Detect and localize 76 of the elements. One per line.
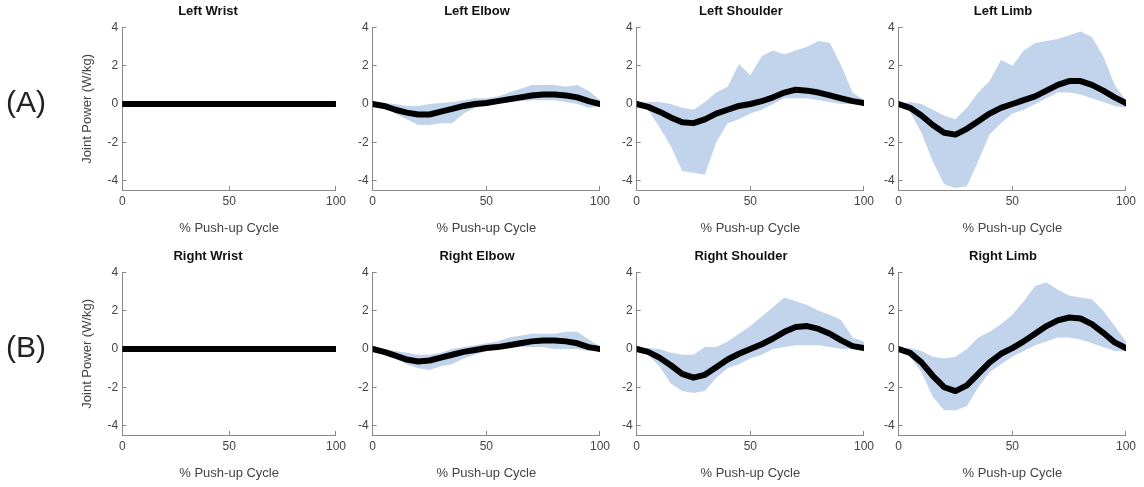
y-tick-label: 2 <box>625 58 633 73</box>
x-tick-label: 100 <box>1115 193 1137 208</box>
x-tick-label: 50 <box>1005 438 1020 453</box>
x-tick-label: 50 <box>222 193 237 208</box>
chart-title: Right Wrist <box>173 248 244 264</box>
y-tick-label: 0 <box>887 341 895 356</box>
x-tick-label: 50 <box>479 193 494 208</box>
text: (A) <box>5 84 47 119</box>
y-tick-label: 4 <box>887 19 895 34</box>
x-tick-label: 50 <box>222 438 237 453</box>
y-tick-label: 4 <box>625 264 633 279</box>
x-axis-title: % Push-up Cycle <box>436 219 537 235</box>
x-axis-title: % Push-up Cycle <box>962 219 1063 235</box>
x-tick-label: 50 <box>479 438 494 453</box>
y-axis-title: Joint Power (W/kg) <box>79 53 95 164</box>
x-tick-label: 100 <box>1115 438 1137 453</box>
x-tick-label: 100 <box>325 193 347 208</box>
x-axis-title: % Push-up Cycle <box>179 219 279 235</box>
y-tick-label: -2 <box>884 134 895 149</box>
y-tick-label: 2 <box>887 58 895 73</box>
y-tick-label: -2 <box>622 134 633 149</box>
y-tick-label: -4 <box>358 172 369 187</box>
y-tick-label: 4 <box>361 264 369 279</box>
x-tick-label: 100 <box>589 193 611 208</box>
chart-title: Right Elbow <box>439 248 516 264</box>
chart-title: Left Shoulder <box>699 3 783 19</box>
y-tick-label: 2 <box>111 303 119 318</box>
y-tick-label: 4 <box>625 19 633 34</box>
chart-title: Left Wrist <box>178 3 239 19</box>
y-tick-label: 2 <box>361 303 369 318</box>
y-tick-label: -2 <box>358 379 369 394</box>
y-tick-label: -4 <box>107 172 119 187</box>
x-tick-label: 100 <box>325 438 347 453</box>
y-tick-label: 0 <box>111 341 119 356</box>
x-tick-label: 50 <box>743 438 758 453</box>
y-tick-label: 0 <box>887 96 895 111</box>
y-tick-label: 2 <box>361 58 369 73</box>
x-axis-title: % Push-up Cycle <box>700 219 801 235</box>
x-tick-label: 100 <box>853 438 875 453</box>
y-tick-label: 4 <box>887 264 895 279</box>
y-tick-label: -4 <box>358 417 369 432</box>
chart-title: Right Limb <box>969 248 1037 264</box>
y-tick-label: -2 <box>107 379 119 394</box>
y-tick-label: -4 <box>622 172 633 187</box>
y-tick-label: 0 <box>361 96 369 111</box>
y-tick-label: -2 <box>358 134 369 149</box>
y-tick-label: 0 <box>361 341 369 356</box>
y-tick-label: 2 <box>887 303 895 318</box>
x-tick-label: 100 <box>589 438 611 453</box>
x-tick-label: 100 <box>853 193 875 208</box>
chart-title: Left Elbow <box>444 3 511 19</box>
y-tick-label: -2 <box>884 379 895 394</box>
y-tick-label: 2 <box>625 303 633 318</box>
y-tick-label: -2 <box>107 134 119 149</box>
y-tick-label: -2 <box>622 379 633 394</box>
y-tick-label: 0 <box>625 341 633 356</box>
y-tick-label: -4 <box>884 172 895 187</box>
y-tick-label: 4 <box>361 19 369 34</box>
x-tick-label: 50 <box>743 193 758 208</box>
x-axis-title: % Push-up Cycle <box>436 464 537 480</box>
y-tick-label: 4 <box>111 19 119 34</box>
x-axis-title: % Push-up Cycle <box>179 464 279 480</box>
text: (B) <box>5 329 47 364</box>
x-axis-title: % Push-up Cycle <box>962 464 1063 480</box>
chart-title: Right Shoulder <box>694 248 788 264</box>
y-tick-label: 4 <box>111 264 119 279</box>
y-tick-label: 0 <box>625 96 633 111</box>
y-tick-label: 2 <box>111 58 119 73</box>
y-tick-label: -4 <box>107 417 119 432</box>
y-axis-title: Joint Power (W/kg) <box>79 298 95 409</box>
y-tick-label: -4 <box>622 417 633 432</box>
x-tick-label: 50 <box>1005 193 1020 208</box>
y-tick-label: 0 <box>111 96 119 111</box>
x-axis-title: % Push-up Cycle <box>700 464 801 480</box>
y-tick-label: -4 <box>884 417 895 432</box>
chart-title: Left Limb <box>973 3 1033 19</box>
